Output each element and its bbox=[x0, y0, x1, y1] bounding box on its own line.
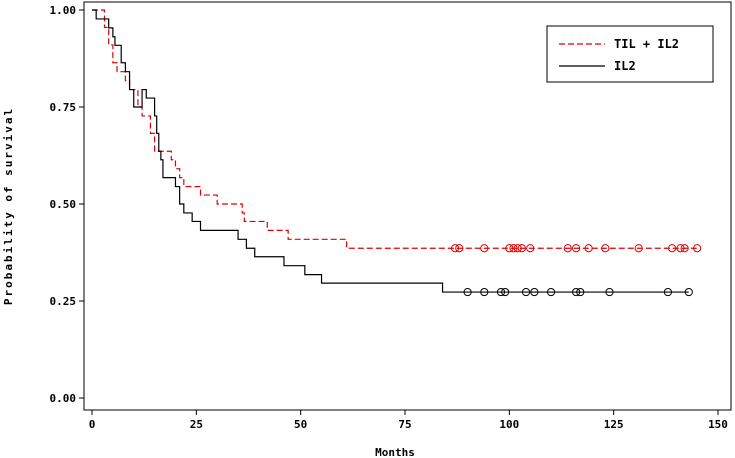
y-tick-label: 0.50 bbox=[50, 198, 77, 211]
censor-mark bbox=[601, 244, 610, 253]
legend: TIL + IL2 IL2 bbox=[546, 25, 714, 83]
censor-mark bbox=[680, 244, 689, 253]
series-line-il2 bbox=[92, 9, 689, 293]
x-tick-label: 75 bbox=[398, 418, 411, 431]
censor-mark bbox=[480, 244, 489, 253]
legend-label-il2: IL2 bbox=[614, 59, 636, 73]
y-tick-label: 0.00 bbox=[50, 392, 77, 405]
legend-label-til-il2: TIL + IL2 bbox=[614, 37, 679, 51]
x-tick-label: 50 bbox=[294, 418, 307, 431]
censor-mark bbox=[509, 244, 518, 253]
censor-mark bbox=[505, 244, 514, 253]
x-axis-title: Months bbox=[375, 446, 415, 458]
censor-mark bbox=[634, 244, 643, 253]
censor-mark bbox=[667, 244, 677, 253]
censor-mark bbox=[563, 244, 572, 253]
censor-mark bbox=[513, 244, 522, 253]
censor-mark bbox=[572, 287, 581, 297]
x-tick-label: 150 bbox=[708, 418, 728, 431]
censor-mark bbox=[530, 287, 539, 297]
series-line-til-il2 bbox=[92, 9, 698, 249]
censor-mark bbox=[526, 244, 535, 253]
legend-box bbox=[546, 25, 714, 83]
censor-mark bbox=[546, 287, 556, 297]
x-tick-label: 125 bbox=[604, 418, 624, 431]
censor-mark bbox=[684, 287, 693, 297]
series-layer bbox=[92, 9, 702, 297]
x-tick-label: 100 bbox=[499, 418, 519, 431]
x-tick-label: 25 bbox=[190, 418, 203, 431]
censor-mark bbox=[496, 287, 506, 297]
censor-mark bbox=[576, 287, 585, 297]
axis-ticks: 0 25 50 75 100 125 150 0.00 0.25 0.50 0.75 1.00 bbox=[50, 4, 728, 431]
censor-mark bbox=[584, 244, 593, 253]
censor-mark bbox=[693, 244, 702, 253]
censor-mark bbox=[517, 244, 526, 253]
x-tick-label: 0 bbox=[89, 418, 96, 431]
censor-mark bbox=[480, 287, 489, 297]
censor-mark bbox=[450, 244, 460, 253]
y-tick-label: 0.25 bbox=[50, 295, 77, 308]
y-axis-title: Probability of survival bbox=[2, 107, 15, 305]
plot-frame bbox=[83, 1, 732, 411]
censor-mark bbox=[663, 287, 673, 297]
y-tick-label: 0.75 bbox=[50, 101, 77, 114]
censor-mark bbox=[455, 244, 464, 253]
y-tick-label: 1.00 bbox=[50, 4, 77, 17]
censor-mark bbox=[572, 244, 581, 253]
censor-mark bbox=[676, 244, 685, 253]
censor-mark bbox=[463, 287, 472, 297]
censor-mark bbox=[501, 287, 510, 297]
censor-mark bbox=[605, 287, 614, 297]
censor-mark bbox=[521, 287, 531, 297]
